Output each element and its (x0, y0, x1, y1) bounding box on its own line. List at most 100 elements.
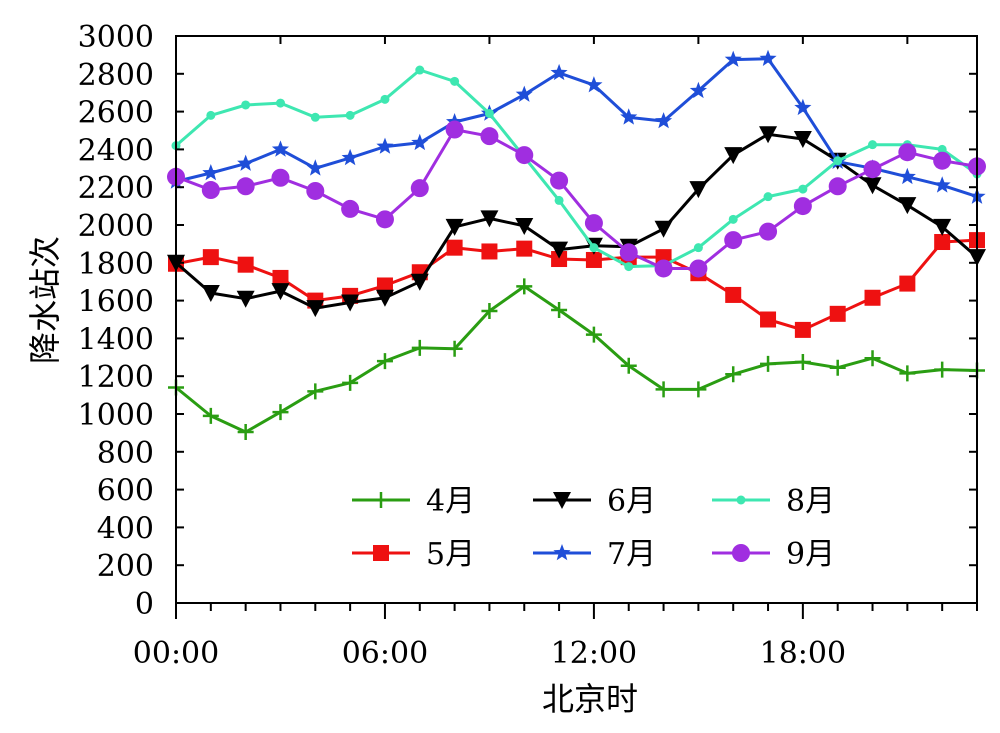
series-line (175, 238, 978, 332)
series-line (175, 68, 978, 269)
legend-marker (373, 492, 389, 508)
data-point (307, 383, 324, 400)
data-point (620, 357, 637, 374)
x-tick-label: 06:00 (342, 636, 428, 671)
x-axis: 00:00 06:00 12:00 18:00 (133, 36, 978, 671)
data-point (798, 184, 808, 194)
data-point (794, 354, 811, 371)
data-point (201, 285, 220, 303)
series-line (175, 284, 978, 434)
data-point (550, 171, 569, 190)
data-point (481, 243, 498, 260)
data-point (763, 192, 773, 202)
data-point (868, 140, 878, 150)
data-point (410, 273, 429, 291)
y-tick-label: 2200 (78, 171, 154, 206)
data-point (833, 156, 843, 166)
data-point (724, 147, 743, 165)
y-tick-label: 1400 (78, 322, 154, 357)
data-point (863, 160, 882, 179)
data-point (484, 108, 494, 118)
data-point (829, 359, 846, 376)
data-point (937, 144, 947, 154)
data-point (306, 181, 325, 200)
legend-item: 7月 (533, 537, 656, 572)
data-point (202, 407, 219, 424)
data-point (480, 127, 499, 146)
data-point (724, 231, 743, 250)
data-point (864, 350, 881, 367)
x-tick-label: 12:00 (551, 636, 637, 671)
data-point (206, 110, 216, 120)
plot-area-frame (175, 35, 978, 604)
data-point (793, 131, 812, 149)
data-point (728, 214, 738, 224)
data-point (828, 177, 847, 196)
legend-item: 4月 (352, 484, 475, 519)
data-point (376, 277, 393, 294)
data-point (201, 181, 220, 200)
series-line (175, 132, 978, 310)
data-point (375, 289, 394, 307)
y-tick-label: 1200 (78, 360, 154, 395)
x-tick-label: 00:00 (133, 636, 219, 671)
data-point (237, 256, 254, 273)
data-point (584, 214, 603, 233)
x-axis-label: 北京时 (542, 680, 638, 718)
data-point (899, 365, 916, 382)
y-tick-label: 2000 (78, 209, 154, 244)
data-point (794, 321, 811, 338)
y-tick-label: 400 (97, 511, 154, 546)
data-point (585, 76, 603, 93)
data-point (589, 243, 599, 253)
legend-item: 6月 (533, 484, 656, 519)
y-tick-label: 1800 (78, 247, 154, 282)
data-point (554, 195, 564, 205)
y-tick-label: 3000 (78, 20, 154, 55)
data-point (411, 339, 428, 356)
y-tick-label: 800 (97, 436, 154, 471)
legend-item: 5月 (352, 537, 475, 572)
data-point (375, 210, 394, 229)
data-point (899, 275, 916, 292)
series-1 (168, 278, 985, 440)
y-tick-label: 2800 (78, 58, 154, 93)
data-point (202, 164, 220, 181)
data-point (759, 222, 778, 241)
data-point (516, 278, 533, 295)
legend-label: 7月 (607, 537, 656, 572)
data-point (345, 110, 355, 120)
data-point (272, 404, 289, 421)
data-point (446, 239, 463, 256)
data-point (275, 98, 285, 108)
data-point (236, 290, 255, 308)
y-tick-label: 2600 (78, 96, 154, 131)
data-point (725, 366, 742, 383)
data-point (271, 140, 289, 157)
data-point (376, 353, 393, 370)
data-point (306, 159, 324, 176)
y-tick-label: 1600 (78, 285, 154, 320)
data-point (690, 381, 707, 398)
data-point (689, 81, 707, 99)
data-point (655, 381, 672, 398)
legend-marker (373, 545, 389, 561)
data-point (272, 269, 289, 286)
data-point (934, 234, 951, 251)
data-point (619, 243, 638, 262)
data-point (829, 305, 846, 322)
data-point (934, 361, 951, 378)
data-point (516, 240, 533, 257)
series-group (167, 49, 986, 440)
legend-marker (553, 492, 571, 509)
data-point (236, 177, 255, 196)
data-point (551, 251, 568, 268)
data-point (237, 423, 254, 440)
data-point (550, 241, 569, 259)
data-point (515, 217, 534, 235)
legend-label: 6月 (607, 484, 656, 519)
legend-label: 9月 (786, 537, 835, 572)
data-point (655, 112, 673, 129)
